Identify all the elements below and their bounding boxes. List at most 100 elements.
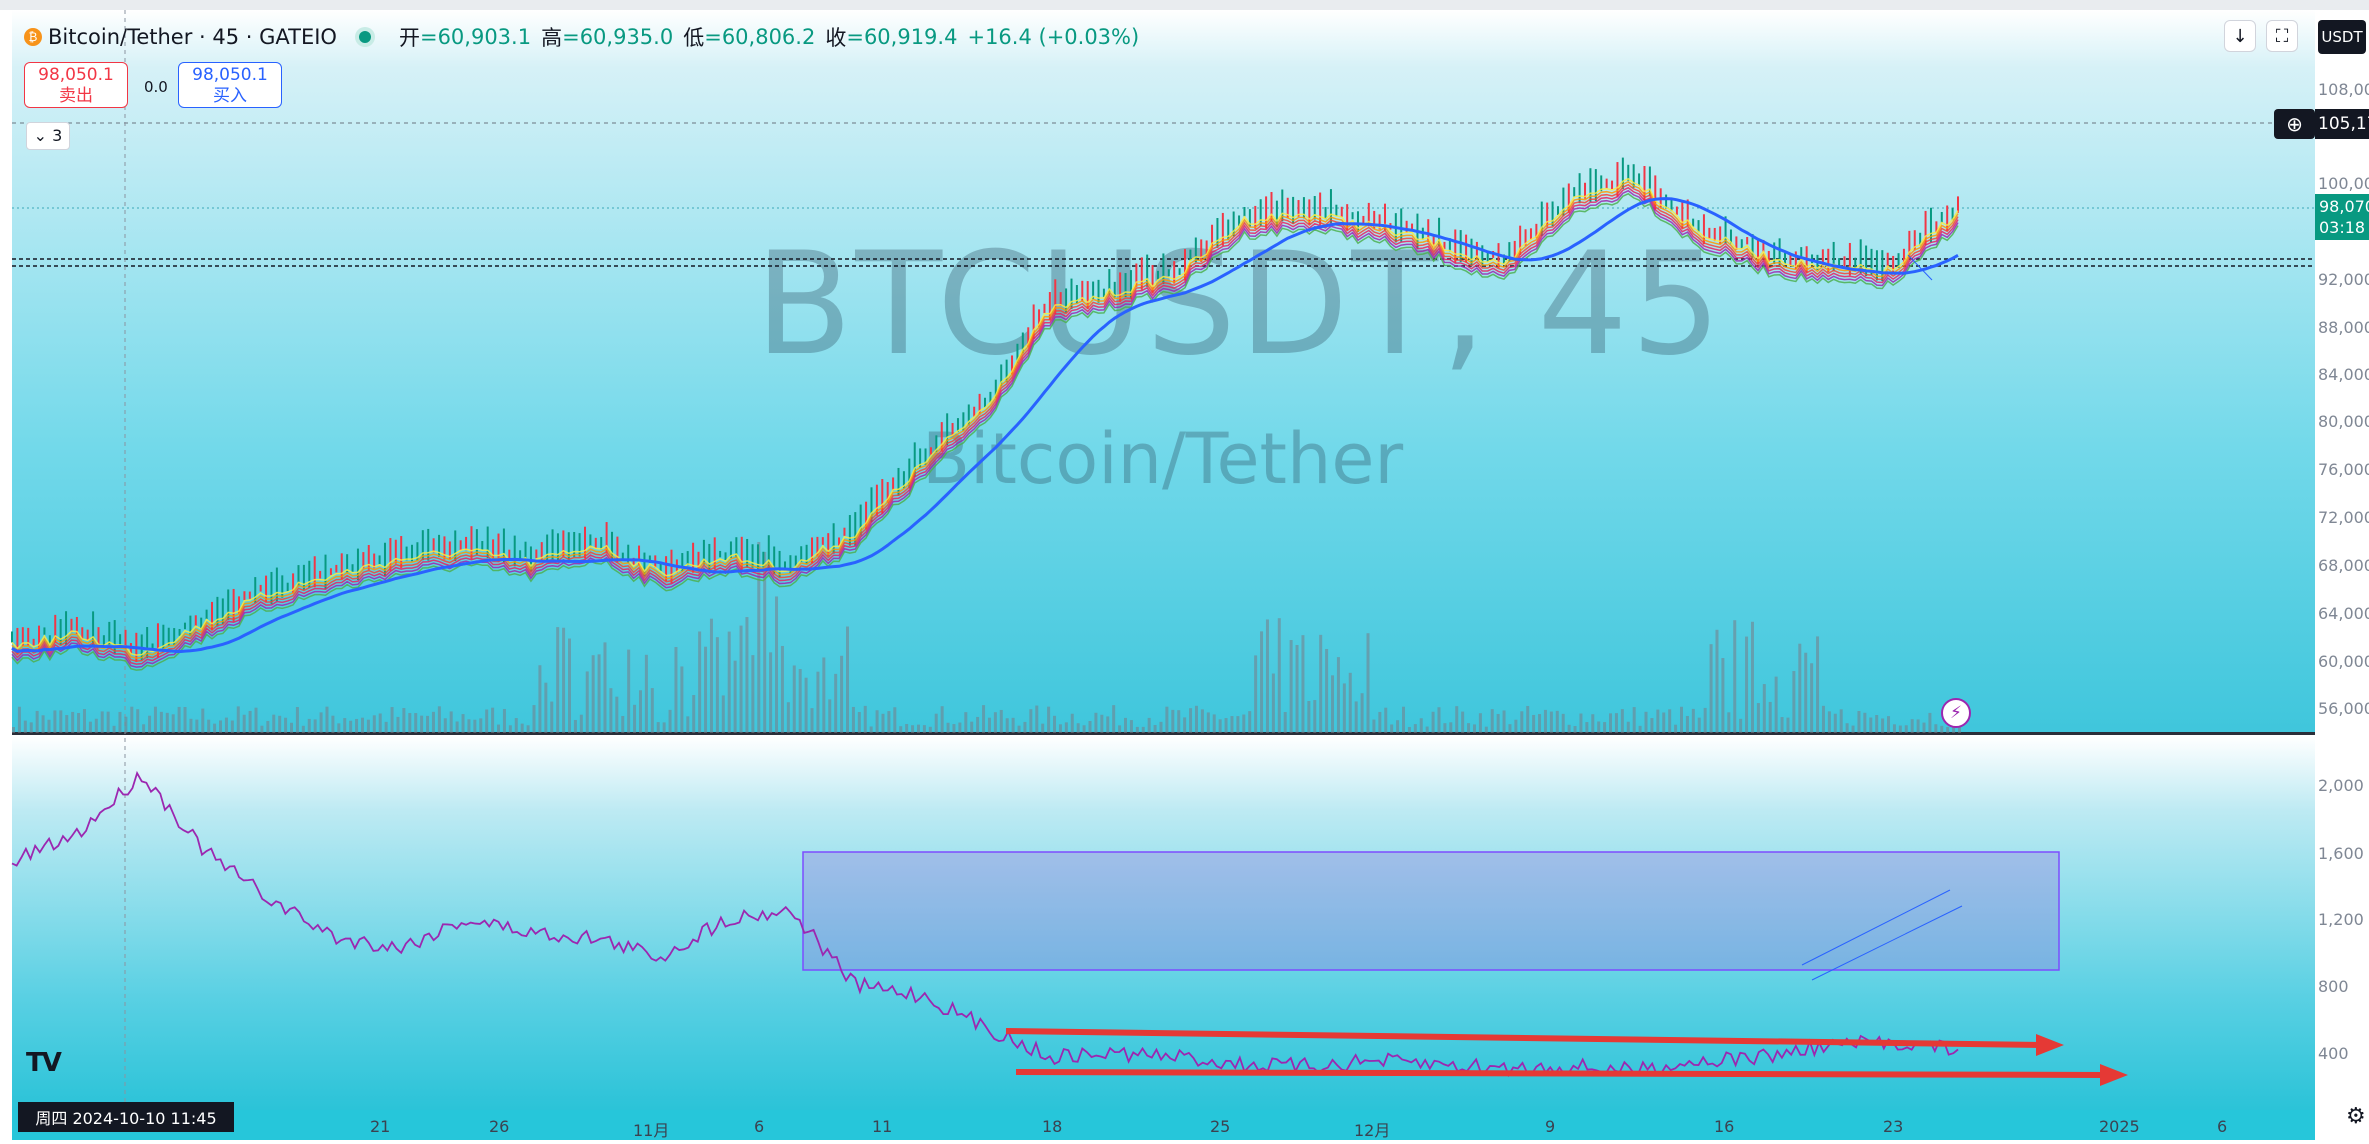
volume-bar	[1035, 705, 1039, 733]
arrow-head	[2100, 1064, 2128, 1086]
collapse-indicators-button[interactable]: ⌄ 3	[26, 122, 70, 150]
currency-button[interactable]: USDT	[2318, 20, 2366, 54]
price-axis-tick: 60,000	[2318, 652, 2369, 671]
volume-bar	[899, 726, 903, 733]
volume-bar	[1153, 724, 1157, 733]
volume-bar	[1928, 712, 1932, 733]
indicator-axis-tick: 1,600	[2318, 844, 2364, 863]
volume-bar	[1342, 683, 1346, 733]
volume-bar	[1331, 675, 1335, 733]
volume-bar	[1224, 718, 1228, 733]
volume-bar	[1141, 726, 1145, 733]
volume-bar	[514, 718, 518, 733]
volume-bar	[148, 715, 152, 733]
volume-bar	[1407, 726, 1411, 733]
volume-bar	[922, 725, 926, 733]
volume-bar	[999, 709, 1003, 733]
volume-bar	[343, 718, 347, 733]
volume-bar	[378, 713, 382, 733]
buy-button[interactable]: 98,050.1 买入	[178, 62, 282, 108]
volume-bar	[556, 627, 560, 733]
volume-bar	[692, 695, 696, 733]
time-axis[interactable]	[12, 1110, 2315, 1140]
volume-bar	[307, 718, 311, 733]
volume-bar	[591, 655, 595, 733]
open-label: 开	[398, 26, 420, 50]
volume-bar	[940, 706, 944, 733]
indicator-pane[interactable]	[12, 736, 2315, 1110]
volume-bar	[1857, 711, 1861, 733]
time-axis-tick: 2025	[2099, 1117, 2140, 1136]
gear-icon[interactable]: ⚙	[2346, 1104, 2366, 1129]
download-icon[interactable]: ↓	[2224, 20, 2256, 52]
indicator-axis-tick: 800	[2318, 977, 2349, 996]
volume-bar	[828, 699, 832, 733]
volume-bar	[242, 714, 246, 733]
watermark-name: Bitcoin/Tether	[922, 418, 1404, 500]
volume-bar	[1313, 700, 1317, 733]
volume-bar	[1609, 713, 1613, 733]
volume-bar	[1378, 711, 1382, 733]
symbol-title[interactable]: Bitcoin/Tether · 45 · GATEIO	[48, 25, 337, 49]
volume-bar	[224, 717, 228, 733]
volume-bar	[142, 724, 146, 733]
volume-bar	[1946, 726, 1950, 733]
volume-bar	[1112, 705, 1116, 733]
volume-bar	[153, 706, 157, 733]
volume-bar	[1011, 717, 1015, 733]
moving-average-line	[11, 177, 1959, 656]
volume-bar	[1887, 716, 1891, 733]
volume-bar	[1023, 721, 1027, 733]
volume-bar	[822, 657, 826, 733]
volume-bar	[1703, 707, 1707, 733]
volume-bar	[834, 673, 838, 733]
pane-divider[interactable]	[12, 732, 2315, 735]
volume-bar	[1597, 721, 1601, 733]
volume-bar	[958, 722, 962, 733]
price-pane[interactable]	[12, 10, 2315, 733]
volume-bar	[1496, 713, 1500, 733]
high-label: 高	[541, 26, 563, 50]
volume-bar	[278, 715, 282, 733]
volume-bar	[1709, 644, 1713, 733]
volume-bar	[1206, 712, 1210, 733]
sell-button[interactable]: 98,050.1 卖出	[24, 62, 128, 108]
volume-bar	[733, 660, 737, 733]
volume-bar	[526, 725, 530, 733]
watermark-ticker: BTCUSDT, 45	[755, 222, 1725, 387]
price-axis-tick: 108,000	[2318, 80, 2369, 99]
volume-bar	[1538, 714, 1542, 733]
volume-bar	[485, 709, 489, 733]
slow-moving-average	[11, 197, 1959, 654]
volume-bar	[1715, 629, 1719, 733]
volume-bar	[384, 721, 388, 733]
volume-bar	[53, 710, 57, 733]
tradingview-logo[interactable]: TV	[26, 1048, 62, 1078]
volume-bar	[993, 712, 997, 733]
add-alert-plus-icon[interactable]: ⊕	[2274, 109, 2315, 139]
volume-bar	[893, 707, 897, 733]
volume-bar	[189, 718, 193, 733]
volume-bar	[1265, 619, 1269, 733]
volume-bar	[1118, 725, 1122, 733]
volume-bar	[1762, 684, 1766, 733]
volume-bar	[1289, 640, 1293, 733]
volume-bar	[1449, 722, 1453, 733]
volume-bar	[1532, 714, 1536, 733]
fullscreen-icon[interactable]: ⛶	[2266, 20, 2298, 52]
volume-bar	[1585, 722, 1589, 733]
volume-bar	[1591, 714, 1595, 733]
volume-bar	[313, 719, 317, 733]
volume-bar	[662, 722, 666, 733]
volume-bar	[1549, 711, 1553, 733]
volume-bar	[1053, 715, 1057, 733]
lightning-icon[interactable]: ⚡	[1941, 698, 1971, 728]
volume-bar	[1508, 724, 1512, 733]
volume-bar	[17, 706, 21, 733]
volume-bar	[1484, 726, 1488, 733]
volume-bar	[934, 713, 938, 733]
volume-bar	[1827, 711, 1831, 733]
volume-bar	[633, 704, 637, 733]
